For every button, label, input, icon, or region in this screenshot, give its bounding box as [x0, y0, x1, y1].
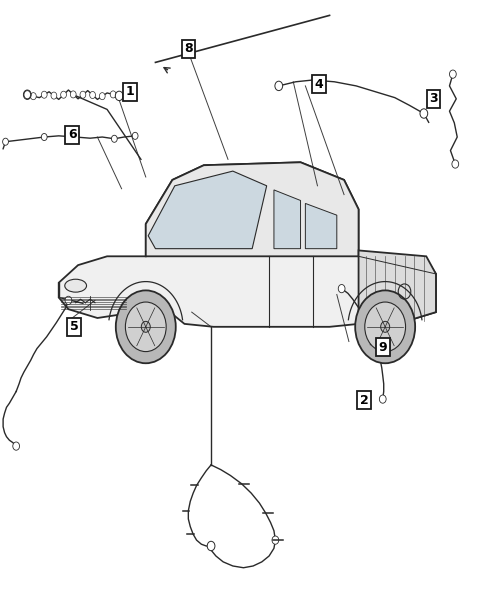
Text: 3: 3 — [428, 92, 437, 105]
Circle shape — [364, 302, 405, 352]
Circle shape — [419, 109, 427, 118]
Circle shape — [51, 92, 57, 99]
Circle shape — [141, 322, 150, 332]
Polygon shape — [148, 171, 266, 249]
Circle shape — [24, 91, 30, 99]
Circle shape — [207, 541, 214, 551]
Circle shape — [99, 92, 105, 100]
Text: 5: 5 — [70, 320, 78, 333]
Circle shape — [30, 92, 36, 100]
Circle shape — [90, 91, 95, 98]
Circle shape — [110, 91, 116, 98]
Circle shape — [60, 91, 66, 98]
Circle shape — [380, 322, 389, 332]
Text: 2: 2 — [359, 394, 368, 407]
Circle shape — [111, 135, 117, 143]
Circle shape — [451, 160, 458, 168]
Text: 1: 1 — [126, 85, 135, 98]
Polygon shape — [358, 250, 435, 324]
Text: 9: 9 — [378, 341, 386, 354]
Circle shape — [132, 133, 138, 140]
Polygon shape — [59, 163, 435, 327]
Text: 8: 8 — [183, 42, 192, 55]
Circle shape — [354, 290, 414, 363]
Circle shape — [125, 302, 166, 352]
Circle shape — [41, 91, 47, 98]
Text: 4: 4 — [314, 78, 323, 91]
Circle shape — [13, 442, 19, 450]
Circle shape — [337, 284, 344, 293]
Circle shape — [449, 70, 455, 78]
Circle shape — [272, 536, 278, 544]
Circle shape — [70, 91, 76, 98]
Polygon shape — [273, 190, 300, 249]
Ellipse shape — [65, 279, 86, 292]
Polygon shape — [146, 163, 358, 256]
Circle shape — [23, 90, 31, 100]
Circle shape — [2, 138, 8, 145]
Circle shape — [80, 91, 86, 98]
Circle shape — [378, 395, 385, 403]
Circle shape — [115, 91, 123, 101]
Text: 6: 6 — [68, 128, 76, 141]
Circle shape — [73, 134, 78, 141]
Circle shape — [41, 134, 47, 141]
Circle shape — [65, 296, 72, 305]
Circle shape — [116, 290, 175, 363]
Circle shape — [274, 81, 282, 91]
Polygon shape — [305, 203, 336, 249]
